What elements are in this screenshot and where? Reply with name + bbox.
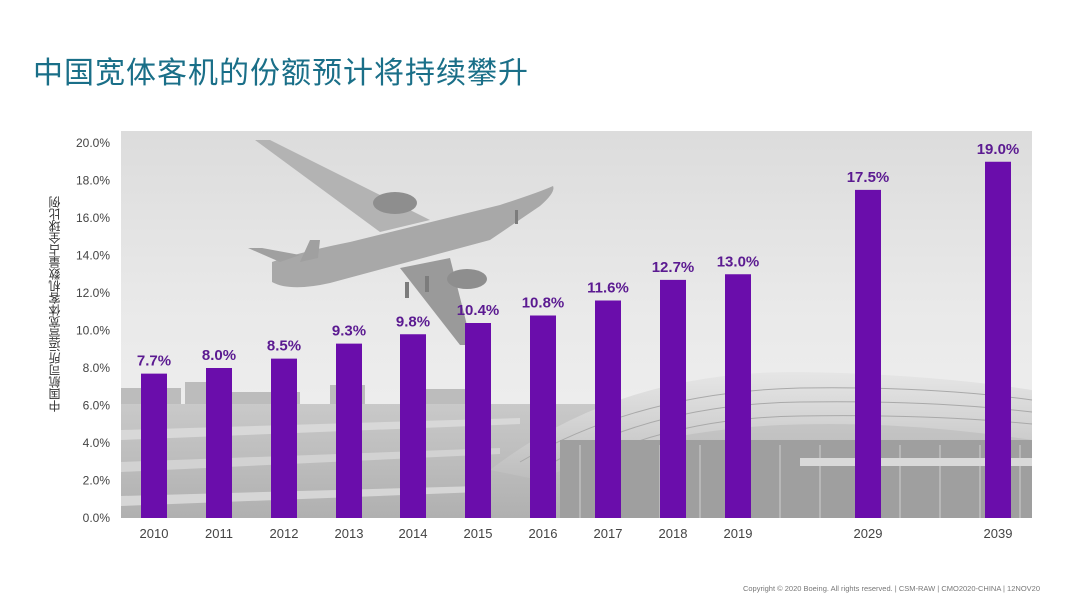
- slide-title: 中国宽体客机的份额预计将持续攀升: [33, 56, 529, 91]
- bar-2013: [336, 343, 362, 518]
- x-tick-label-2016: 2016: [529, 526, 558, 541]
- bar-2018: [660, 279, 686, 518]
- data-label-2016: 10.8%: [522, 295, 565, 312]
- x-tick-label-2039: 2039: [984, 526, 1013, 541]
- y-tick-label: 18.0%: [76, 174, 110, 188]
- bar-2015: [465, 323, 491, 518]
- y-tick-label: 0.0%: [83, 511, 111, 525]
- x-tick-label-2029: 2029: [854, 526, 883, 541]
- bars-group: [141, 161, 1011, 518]
- data-label-2017: 11.6%: [587, 280, 629, 297]
- y-axis-ticks: 0.0% 2.0% 4.0% 6.0% 8.0% 10.0% 12.0% 14.0% 16.0%…: [76, 136, 110, 525]
- copyright-footer: Copyright © 2020 Boeing. All rights rese…: [742, 584, 1040, 593]
- bar-2011: [206, 368, 232, 518]
- x-tick-label-2013: 2013: [335, 526, 364, 541]
- data-label-2029: 17.5%: [847, 169, 890, 186]
- x-tick-label-2017: 2017: [594, 526, 623, 541]
- x-tick-label-2018: 2018: [659, 526, 688, 541]
- data-label-2011: 8.0%: [202, 347, 236, 364]
- data-label-2012: 8.5%: [267, 338, 301, 355]
- x-tick-label-2019: 2019: [724, 526, 753, 541]
- data-label-2014: 9.8%: [396, 313, 430, 330]
- data-label-2015: 10.4%: [457, 302, 500, 319]
- bar-2010: [141, 373, 167, 518]
- data-labels-group: 7.7% 8.0% 8.5% 9.3% 9.8% 10.4% 10.8% 11.6% 12.7%…: [137, 141, 1019, 370]
- bar-2039: [985, 161, 1011, 518]
- bar-chart: 0.0% 2.0% 4.0% 6.0% 8.0% 10.0% 12.0% 14.0% 16.0%…: [76, 131, 1033, 541]
- bar-2012: [271, 358, 297, 518]
- y-tick-label: 6.0%: [83, 399, 111, 413]
- airplane-image: [248, 140, 554, 345]
- x-tick-label-2015: 2015: [464, 526, 493, 541]
- x-tick-label-2012: 2012: [270, 526, 299, 541]
- bar-2014: [400, 334, 426, 518]
- x-axis-ticks: 2010 2011 2012 2013 2014 2015 2016 2017 2018 2019…: [140, 526, 1013, 541]
- y-tick-label: 2.0%: [83, 474, 111, 488]
- y-tick-label: 8.0%: [83, 361, 111, 375]
- x-tick-label-2011: 2011: [205, 526, 233, 541]
- x-tick-label-2014: 2014: [399, 526, 428, 541]
- y-tick-label: 4.0%: [83, 436, 111, 450]
- bar-2029: [855, 189, 881, 518]
- y-tick-label: 12.0%: [76, 286, 110, 300]
- data-label-2018: 12.7%: [652, 259, 695, 276]
- y-tick-label: 16.0%: [76, 211, 110, 225]
- data-label-2039: 19.0%: [977, 141, 1020, 158]
- data-label-2010: 7.7%: [137, 353, 171, 370]
- data-label-2013: 9.3%: [332, 323, 366, 340]
- background-photo: [121, 131, 1033, 518]
- y-tick-label: 10.0%: [76, 324, 110, 338]
- bar-2017: [595, 300, 621, 518]
- bar-2016: [530, 315, 556, 518]
- bar-2019: [725, 274, 751, 518]
- data-label-2019: 13.0%: [717, 253, 760, 270]
- x-tick-label-2010: 2010: [140, 526, 169, 541]
- y-tick-label: 20.0%: [76, 136, 110, 150]
- y-tick-label: 14.0%: [76, 249, 110, 263]
